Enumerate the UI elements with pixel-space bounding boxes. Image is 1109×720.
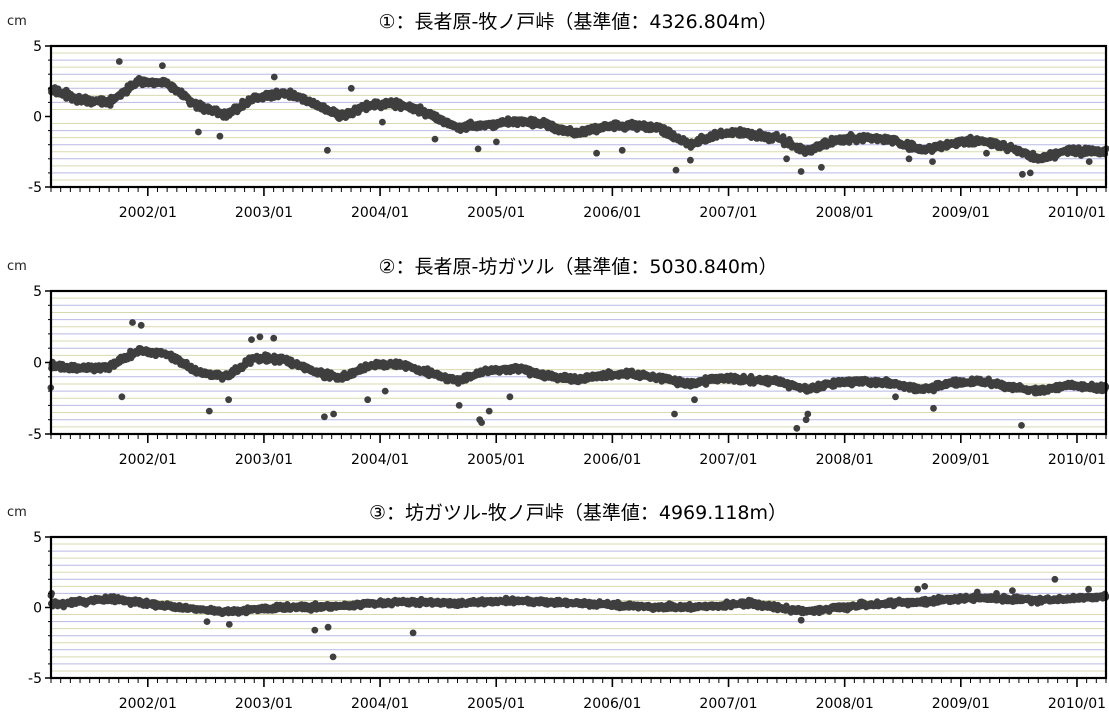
data-point-outlier	[248, 336, 255, 343]
data-point-outlier	[257, 333, 264, 340]
data-point-outlier	[195, 129, 202, 136]
data-point-outlier	[348, 85, 355, 92]
data-point-outlier	[321, 413, 328, 420]
x-tick-label: 2004/01	[351, 205, 409, 221]
data-point-outlier	[493, 139, 500, 146]
x-tick-label: 2008/01	[816, 452, 874, 468]
x-tick-label: 2010/01	[1048, 452, 1106, 468]
data-point-outlier	[930, 405, 937, 412]
x-tick-label: 2010/01	[1048, 205, 1106, 221]
data-point-outlier	[906, 155, 913, 162]
data-point-outlier	[129, 319, 136, 326]
x-tick-label: 2009/01	[932, 452, 990, 468]
data-point-outlier	[1019, 171, 1026, 178]
y-tick-label: 0	[33, 110, 42, 126]
data-point-outlier	[507, 393, 514, 400]
y-tick-label: 5	[33, 284, 42, 300]
x-tick-label: 2004/01	[351, 452, 409, 468]
x-tick-label: 2003/01	[235, 205, 293, 221]
data-point-outlier	[324, 147, 331, 154]
data-point-outlier	[803, 416, 810, 423]
x-tick-label: 2002/01	[119, 452, 177, 468]
data-point-outlier	[271, 74, 278, 81]
data-point-outlier	[818, 164, 825, 171]
x-tick-label: 2009/01	[932, 205, 990, 221]
data-point-outlier	[217, 133, 224, 140]
data-point-outlier	[382, 388, 389, 395]
x-tick-label: 2002/01	[119, 205, 177, 221]
data-point-outlier	[983, 150, 990, 157]
data-point-outlier	[1086, 158, 1093, 165]
x-tick-label: 2005/01	[467, 452, 525, 468]
y-tick-label: -5	[28, 427, 42, 443]
y-tick-label: 5	[33, 39, 42, 55]
data-point-outlier	[330, 411, 337, 418]
data-point-outlier	[593, 150, 600, 157]
x-tick-label: 2003/01	[235, 452, 293, 468]
data-point-outlier	[486, 408, 493, 415]
y-unit-label: cm	[7, 14, 27, 29]
y-unit-label: cm	[7, 505, 27, 520]
data-point-outlier	[673, 167, 680, 174]
data-point-outlier	[456, 402, 463, 409]
data-point-outlier	[475, 146, 482, 153]
panel-title: ②：長者原-坊ガツル（基準値：5030.840m）	[378, 256, 777, 278]
data-point-outlier	[206, 408, 213, 415]
y-tick-label: -5	[28, 180, 42, 196]
y-tick-label: 0	[33, 356, 42, 372]
data-point-outlier	[478, 419, 485, 426]
x-tick-label: 2008/01	[816, 205, 874, 221]
data-point-outlier	[119, 393, 126, 400]
data-point-outlier	[671, 411, 678, 418]
data-point-outlier	[159, 62, 166, 69]
data-point-outlier	[364, 396, 371, 403]
panel-title: ①：長者原-牧ノ戸峠（基準値：4326.804m）	[378, 11, 777, 33]
y-unit-label: cm	[7, 259, 27, 274]
data-point-outlier	[270, 335, 277, 342]
data-point-outlier	[687, 157, 694, 164]
data-point-outlier	[892, 393, 899, 400]
data-point-outlier	[1018, 422, 1025, 429]
data-point-outlier	[691, 396, 698, 403]
data-point-outlier	[116, 58, 123, 65]
x-tick-label: 2005/01	[467, 205, 525, 221]
panel-title: ③：坊ガツル-牧ノ戸峠（基準値：4969.118m）	[369, 502, 787, 524]
data-point-outlier	[138, 322, 145, 329]
data-point-outlier	[619, 147, 626, 154]
data-point-outlier	[225, 396, 232, 403]
data-point-outlier	[432, 136, 439, 143]
x-tick-label: 2007/01	[699, 205, 757, 221]
data-point-outlier	[783, 155, 790, 162]
data-point-outlier	[929, 158, 936, 165]
x-tick-label: 2007/01	[699, 452, 757, 468]
x-tick-label: 2006/01	[583, 205, 641, 221]
x-tick-label: 2006/01	[583, 452, 641, 468]
data-point-outlier	[1027, 170, 1034, 177]
data-point-outlier	[379, 119, 386, 126]
data-point-outlier	[798, 168, 805, 175]
data-point-outlier	[793, 425, 800, 432]
